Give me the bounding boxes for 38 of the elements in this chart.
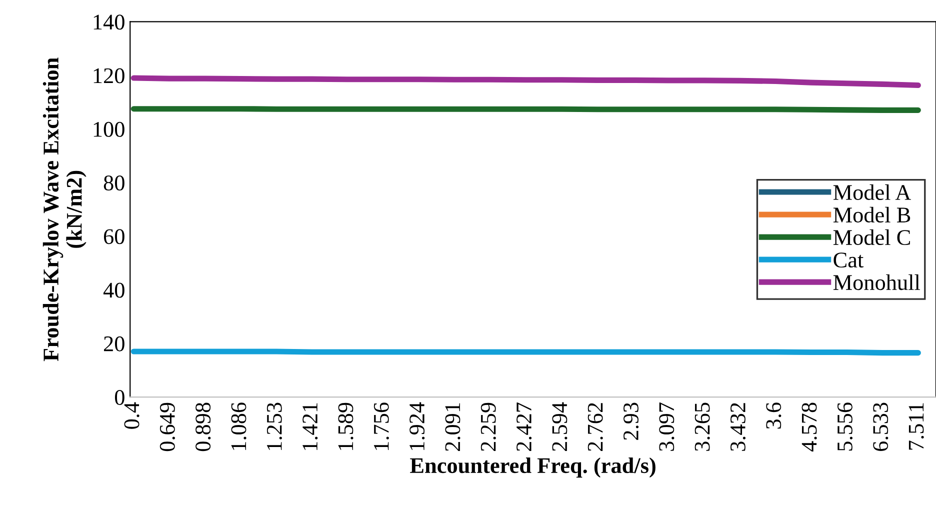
x-tick-label: 2.427 [516, 402, 532, 451]
y-tick-label: 60 [104, 229, 124, 244]
x-tick-label: 1.924 [410, 402, 425, 450]
x-tick-label: 5.556 [837, 402, 853, 451]
x-tick-label: 2.594 [552, 402, 568, 451]
y-tick-label: 140 [94, 14, 124, 30]
x-tick-label: 3.265 [694, 402, 710, 451]
legend-label: Monohull [833, 274, 920, 290]
x-tick-label: 2.259 [480, 402, 496, 451]
x-tick-label: 1.589 [338, 402, 354, 450]
y-tick-label: 100 [94, 122, 124, 137]
legend-label: Model A [833, 184, 912, 200]
x-tick-label: 7.511 [908, 403, 924, 450]
x-tick-label: 0.649 [160, 402, 175, 452]
legend-label: Model B [833, 206, 910, 223]
x-tick-label: 2.762 [588, 403, 603, 451]
legend-label: Model C [833, 229, 910, 246]
legend-label: Cat [834, 252, 864, 268]
x-tick-label: 6.533 [873, 402, 888, 451]
x-tick-label: 3.432 [730, 403, 746, 451]
y-tick-label: 80 [104, 176, 124, 191]
x-tick-label: 2.091 [445, 403, 460, 451]
x-axis-title: Encountered Freq. (rad/s) [410, 457, 656, 478]
x-tick-label: 1.421 [302, 403, 318, 450]
y-tick-label: 120 [94, 68, 124, 84]
x-tick-label: 1.086 [231, 402, 246, 450]
y-axis-title: Froude-Krylov Wave Excitation (kN/m2) [42, 58, 86, 362]
x-tick-label: 3.097 [659, 402, 674, 451]
y-tick-label: 40 [103, 282, 124, 298]
x-tick-label: 2.93 [624, 402, 639, 440]
y-tick-label: 0 [114, 390, 124, 405]
x-tick-label: 0.4 [124, 402, 140, 429]
x-tick-label: 3.6 [766, 402, 782, 429]
x-tick-label: 1.253 [266, 402, 282, 450]
x-tick-label: 0.898 [196, 402, 211, 452]
x-tick-label: 4.578 [802, 402, 817, 452]
y-tick-label: 20 [104, 336, 124, 352]
x-tick-label: 1.756 [374, 402, 389, 450]
